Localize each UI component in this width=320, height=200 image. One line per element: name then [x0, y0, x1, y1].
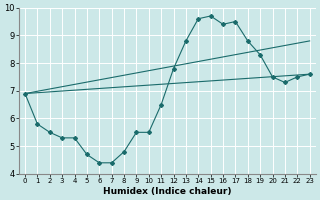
X-axis label: Humidex (Indice chaleur): Humidex (Indice chaleur) — [103, 187, 232, 196]
